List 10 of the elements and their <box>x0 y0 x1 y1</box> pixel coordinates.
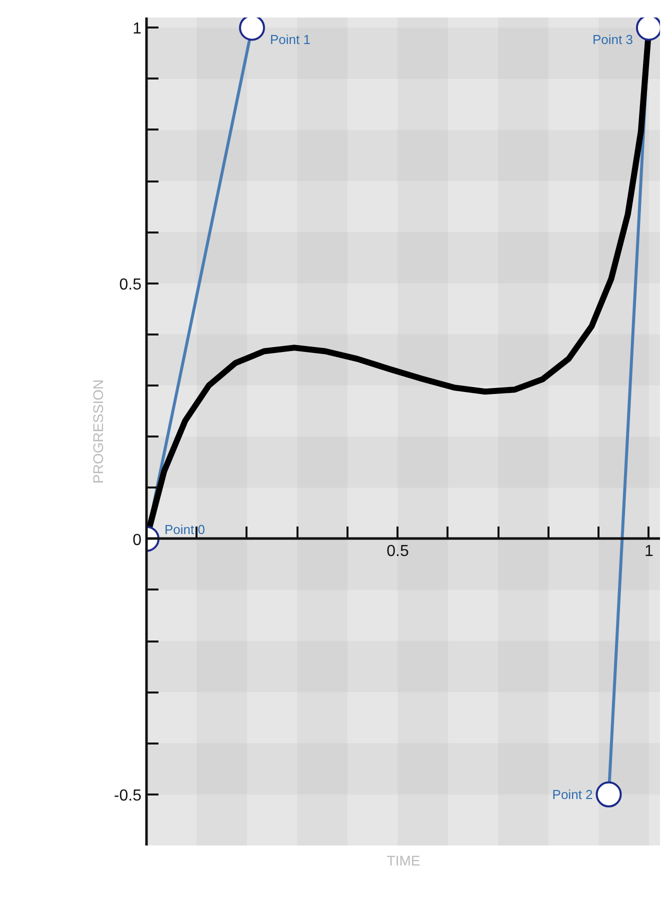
x-axis-title: TIME <box>386 852 420 868</box>
annotation: Point 1 <box>270 32 310 48</box>
y-axis-title: PROGRESSION <box>90 379 106 484</box>
y-tick-label: 0.5 <box>119 276 142 294</box>
annotation: Point 0 <box>164 522 205 537</box>
annotation: Point 2 <box>552 786 593 802</box>
annotation: Point 3 <box>592 32 633 48</box>
y-tick-label: -0.5 <box>114 787 142 804</box>
y-tick-label: 0 <box>132 532 142 549</box>
y-tick-label: 1 <box>132 20 142 38</box>
